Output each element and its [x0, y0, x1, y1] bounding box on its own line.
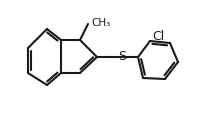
- Text: S: S: [118, 50, 126, 62]
- Text: CH₃: CH₃: [91, 18, 110, 28]
- Text: Cl: Cl: [152, 29, 164, 42]
